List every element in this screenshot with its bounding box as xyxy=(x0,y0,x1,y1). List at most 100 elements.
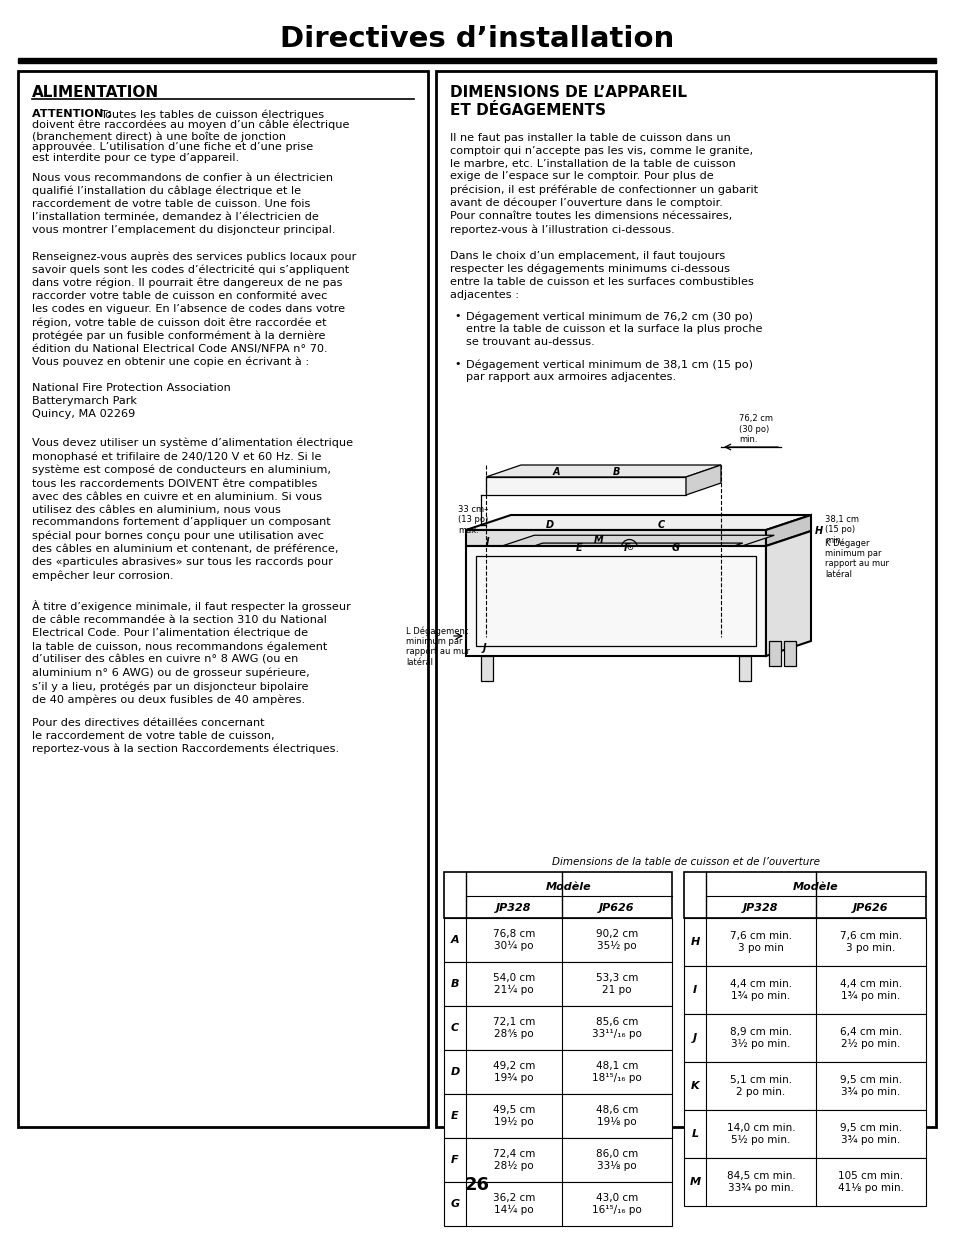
Text: 43,0 cm
16¹⁵/₁₆ po: 43,0 cm 16¹⁵/₁₆ po xyxy=(592,1193,641,1215)
Text: 33 cm–
(13 po)
max.: 33 cm– (13 po) max. xyxy=(457,505,488,535)
Text: ⊙: ⊙ xyxy=(625,543,632,552)
Text: C: C xyxy=(451,1023,458,1032)
Text: M: M xyxy=(594,535,603,545)
Text: Il ne faut pas installer la table de cuisson dans un
comptoir qui n’accepte pas : Il ne faut pas installer la table de cui… xyxy=(450,133,758,235)
Text: Dimensions de la table de cuisson et de l’ouverture: Dimensions de la table de cuisson et de … xyxy=(552,857,820,867)
Text: A: A xyxy=(450,935,458,945)
Polygon shape xyxy=(765,515,810,546)
Bar xyxy=(683,872,925,918)
Polygon shape xyxy=(516,543,742,552)
Text: Dégagement vertical minimum de 38,1 cm (15 po)
par rapport aux armoires adjacent: Dégagement vertical minimum de 38,1 cm (… xyxy=(465,359,752,383)
Bar xyxy=(443,872,671,918)
Text: 53,3 cm
21 po: 53,3 cm 21 po xyxy=(596,973,638,995)
Text: Vous devez utiliser un système d’alimentation électrique
monophasé et trifilaire: Vous devez utiliser un système d’aliment… xyxy=(32,438,353,580)
Bar xyxy=(436,70,935,1128)
Text: Dégagement vertical minimum de 76,2 cm (30 po)
entre la table de cuisson et la s: Dégagement vertical minimum de 76,2 cm (… xyxy=(465,311,761,347)
Text: 49,2 cm
19¾ po: 49,2 cm 19¾ po xyxy=(493,1061,535,1083)
Bar xyxy=(683,1014,925,1062)
Text: 9,5 cm min.
3¾ po min.: 9,5 cm min. 3¾ po min. xyxy=(839,1123,902,1145)
Text: G: G xyxy=(671,543,679,553)
Bar xyxy=(443,1182,671,1226)
Text: approuvée. L’utilisation d’une fiche et d’une prise: approuvée. L’utilisation d’une fiche et … xyxy=(32,142,313,152)
Text: National Fire Protection Association
Batterymarch Park
Quincy, MA 02269: National Fire Protection Association Bat… xyxy=(32,383,231,419)
Text: 26: 26 xyxy=(464,1176,489,1194)
Text: 76,8 cm
30¼ po: 76,8 cm 30¼ po xyxy=(493,929,535,951)
Text: Directives d’installation: Directives d’installation xyxy=(279,25,674,53)
Text: L: L xyxy=(691,1129,698,1139)
Text: Nous vous recommandons de confier à un électricien
qualifié l’installation du câ: Nous vous recommandons de confier à un é… xyxy=(32,173,335,235)
Text: B: B xyxy=(450,979,458,989)
Text: 6,4 cm min.
2½ po min.: 6,4 cm min. 2½ po min. xyxy=(839,1026,902,1050)
Text: G: G xyxy=(450,1199,459,1209)
Text: Modèle: Modèle xyxy=(546,882,591,892)
Text: (branchement direct) à une boîte de jonction: (branchement direct) à une boîte de jonc… xyxy=(32,131,286,142)
Text: Toutes les tables de cuisson électriques: Toutes les tables de cuisson électriques xyxy=(100,109,324,120)
Text: H: H xyxy=(690,937,699,947)
Text: K Dégager
minimum par
rapport au mur
latéral: K Dégager minimum par rapport au mur lat… xyxy=(824,538,888,579)
Text: est interdite pour ce type d’appareil.: est interdite pour ce type d’appareil. xyxy=(32,153,239,163)
Text: •: • xyxy=(454,359,460,369)
Text: J: J xyxy=(481,643,485,653)
Text: Pour des directives détaillées concernant
le raccordement de votre table de cuis: Pour des directives détaillées concernan… xyxy=(32,718,338,755)
Polygon shape xyxy=(465,546,765,656)
Text: 86,0 cm
33⅛ po: 86,0 cm 33⅛ po xyxy=(596,1149,638,1171)
Text: D: D xyxy=(545,520,554,530)
Text: 14,0 cm min.
5½ po min.: 14,0 cm min. 5½ po min. xyxy=(726,1123,795,1145)
Bar xyxy=(683,1062,925,1110)
Polygon shape xyxy=(465,515,810,530)
Text: 8,9 cm min.
3½ po min.: 8,9 cm min. 3½ po min. xyxy=(729,1026,791,1050)
Polygon shape xyxy=(485,477,685,495)
Bar xyxy=(783,641,795,666)
Bar xyxy=(480,656,493,680)
Text: 84,5 cm min.
33¾ po min.: 84,5 cm min. 33¾ po min. xyxy=(726,1171,795,1193)
Text: 90,2 cm
35½ po: 90,2 cm 35½ po xyxy=(596,929,638,951)
Bar xyxy=(683,1158,925,1207)
Bar xyxy=(443,918,671,962)
Text: Modèle: Modèle xyxy=(792,882,838,892)
Text: 76,2 cm
(30 po)
min.: 76,2 cm (30 po) min. xyxy=(739,414,772,445)
Text: M: M xyxy=(689,1177,700,1187)
Text: 48,6 cm
19⅛ po: 48,6 cm 19⅛ po xyxy=(596,1105,638,1128)
Text: H: H xyxy=(814,526,822,536)
Text: C: C xyxy=(657,520,664,530)
Text: E: E xyxy=(576,543,582,553)
Text: 48,1 cm
18¹⁵/₁₆ po: 48,1 cm 18¹⁵/₁₆ po xyxy=(592,1061,641,1083)
Text: 72,4 cm
28½ po: 72,4 cm 28½ po xyxy=(493,1149,535,1171)
Text: 9,5 cm min.
3¾ po min.: 9,5 cm min. 3¾ po min. xyxy=(839,1074,902,1097)
Text: JP328: JP328 xyxy=(496,903,531,913)
Text: Dans le choix d’un emplacement, il faut toujours
respecter les dégagements minim: Dans le choix d’un emplacement, il faut … xyxy=(450,251,753,300)
Text: Renseignez-vous auprès des services publics locaux pour
savoir quels sont les co: Renseignez-vous auprès des services publ… xyxy=(32,251,355,367)
Polygon shape xyxy=(496,535,774,548)
Text: 72,1 cm
28⅘ po: 72,1 cm 28⅘ po xyxy=(493,1016,535,1039)
Text: I: I xyxy=(692,986,697,995)
Bar xyxy=(683,918,925,966)
Text: J: J xyxy=(692,1032,697,1044)
Text: 38,1 cm
(15 po)
min.: 38,1 cm (15 po) min. xyxy=(824,515,858,545)
Text: À titre d’exigence minimale, il faut respecter la grosseur
de câble recommandée : À titre d’exigence minimale, il faut res… xyxy=(32,600,351,705)
Bar xyxy=(683,966,925,1014)
Bar xyxy=(443,1007,671,1050)
Bar xyxy=(18,58,935,63)
Text: A: A xyxy=(552,467,559,477)
Bar xyxy=(739,656,750,680)
Text: 7,6 cm min.
3 po min.: 7,6 cm min. 3 po min. xyxy=(839,931,902,953)
Text: JP626: JP626 xyxy=(598,903,634,913)
Text: ET DÉGAGEMENTS: ET DÉGAGEMENTS xyxy=(450,103,605,119)
Text: 49,5 cm
19½ po: 49,5 cm 19½ po xyxy=(493,1105,535,1128)
Text: 7,6 cm min.
3 po min: 7,6 cm min. 3 po min xyxy=(729,931,791,953)
Text: E: E xyxy=(451,1112,458,1121)
Bar xyxy=(443,1094,671,1137)
Text: 105 cm min.
41⅛ po min.: 105 cm min. 41⅛ po min. xyxy=(837,1171,903,1193)
Polygon shape xyxy=(485,466,720,477)
Text: ALIMENTATION: ALIMENTATION xyxy=(32,85,159,100)
Text: F: F xyxy=(451,1155,458,1165)
Bar xyxy=(476,556,755,646)
Text: 4,4 cm min.
1¾ po min.: 4,4 cm min. 1¾ po min. xyxy=(839,979,902,1002)
Polygon shape xyxy=(685,466,720,495)
Text: 5,1 cm min.
2 po min.: 5,1 cm min. 2 po min. xyxy=(729,1074,791,1097)
Bar xyxy=(443,1137,671,1182)
Text: F: F xyxy=(623,543,630,553)
Bar xyxy=(443,962,671,1007)
Text: 36,2 cm
14¼ po: 36,2 cm 14¼ po xyxy=(493,1193,535,1215)
Text: L Dégagement
minimum par
rapport au mur
latéral: L Dégagement minimum par rapport au mur … xyxy=(406,626,470,667)
